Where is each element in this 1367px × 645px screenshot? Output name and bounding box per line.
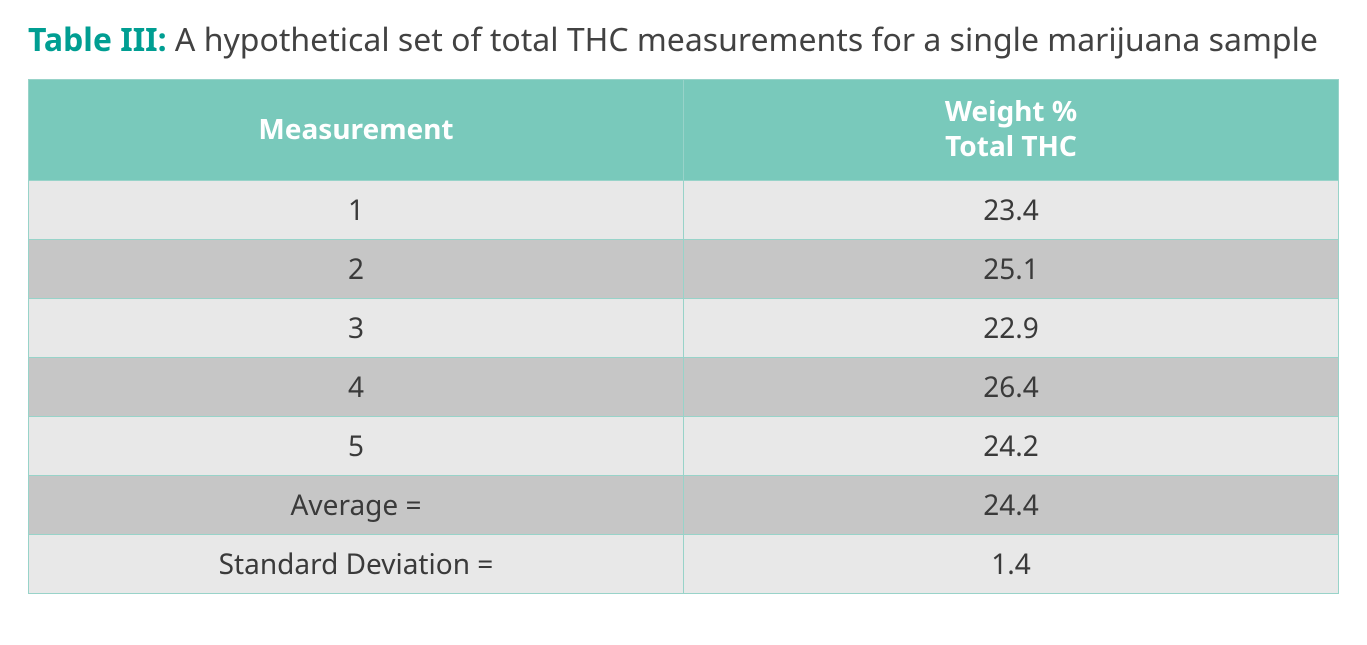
table-caption: Table III: A hypothetical set of total T… bbox=[28, 18, 1339, 61]
table-row: 1 23.4 bbox=[29, 181, 1339, 240]
summary-label-average: Average = bbox=[29, 476, 684, 535]
summary-row-stddev: Standard Deviation = 1.4 bbox=[29, 535, 1339, 594]
cell-measurement: 1 bbox=[29, 181, 684, 240]
cell-value: 22.9 bbox=[684, 299, 1339, 358]
col-header-weight-pct: Weight %Total THC bbox=[684, 80, 1339, 181]
cell-measurement: 2 bbox=[29, 240, 684, 299]
table-row: 4 26.4 bbox=[29, 358, 1339, 417]
cell-value: 23.4 bbox=[684, 181, 1339, 240]
summary-row-average: Average = 24.4 bbox=[29, 476, 1339, 535]
page-container: Table III: A hypothetical set of total T… bbox=[0, 0, 1367, 622]
summary-label-stddev: Standard Deviation = bbox=[29, 535, 684, 594]
table-row: 5 24.2 bbox=[29, 417, 1339, 476]
summary-value-stddev: 1.4 bbox=[684, 535, 1339, 594]
cell-measurement: 4 bbox=[29, 358, 684, 417]
summary-value-average: 24.4 bbox=[684, 476, 1339, 535]
table-label: Table III: bbox=[28, 18, 167, 61]
table-caption-text: A hypothetical set of total THC measurem… bbox=[175, 18, 1318, 61]
thc-measurements-table: Measurement Weight %Total THC 1 23.4 2 2… bbox=[28, 79, 1339, 594]
cell-value: 25.1 bbox=[684, 240, 1339, 299]
col-header-measurement: Measurement bbox=[29, 80, 684, 181]
cell-measurement: 5 bbox=[29, 417, 684, 476]
table-row: 2 25.1 bbox=[29, 240, 1339, 299]
cell-measurement: 3 bbox=[29, 299, 684, 358]
cell-value: 24.2 bbox=[684, 417, 1339, 476]
table-header-row: Measurement Weight %Total THC bbox=[29, 80, 1339, 181]
table-row: 3 22.9 bbox=[29, 299, 1339, 358]
cell-value: 26.4 bbox=[684, 358, 1339, 417]
table-body: 1 23.4 2 25.1 3 22.9 4 26.4 5 24.2 Avera… bbox=[29, 181, 1339, 594]
